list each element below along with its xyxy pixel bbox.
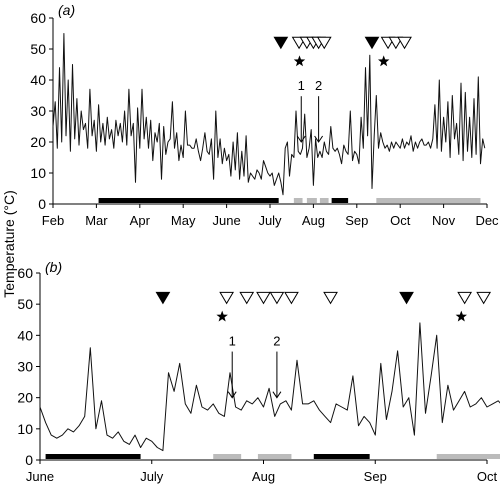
open-triangle-marker bbox=[219, 291, 234, 305]
filled-triangle-marker bbox=[273, 36, 289, 50]
annotation-label: 1 bbox=[298, 78, 305, 93]
annotation-arrowhead bbox=[272, 391, 282, 399]
star-marker bbox=[455, 310, 467, 322]
x-tick-label: July bbox=[140, 469, 164, 484]
open-triangle-marker bbox=[457, 291, 473, 305]
x-tick-label: June bbox=[212, 213, 240, 228]
y-tick-label: 20 bbox=[30, 134, 46, 150]
period-bar-gray bbox=[293, 198, 303, 203]
y-tick-label: 50 bbox=[30, 41, 46, 57]
period-bar-black bbox=[98, 198, 279, 203]
x-tick-label: Mar bbox=[85, 213, 108, 228]
period-bar-black bbox=[45, 454, 141, 459]
y-tick-label: 50 bbox=[17, 296, 33, 312]
x-tick-label: Aug bbox=[252, 469, 275, 484]
star-marker bbox=[216, 310, 228, 322]
y-tick-label: 30 bbox=[17, 359, 33, 375]
annotation-label: 2 bbox=[315, 78, 322, 93]
open-triangle-marker bbox=[239, 291, 255, 305]
x-tick-label: Apr bbox=[130, 213, 151, 228]
filled-triangle-marker bbox=[364, 36, 380, 50]
x-tick-label: Sep bbox=[345, 213, 368, 228]
period-bar-gray bbox=[376, 198, 481, 203]
y-tick-label: 30 bbox=[30, 103, 46, 119]
annotation-arrowhead bbox=[296, 135, 306, 143]
panel-label: (b) bbox=[45, 259, 62, 275]
open-triangle-marker bbox=[316, 36, 332, 50]
annotation-arrowhead bbox=[314, 135, 324, 143]
x-tick-label: Dec bbox=[475, 213, 499, 228]
x-tick-label: Nov bbox=[432, 213, 456, 228]
period-bar-gray bbox=[319, 198, 329, 203]
annotation-label: 2 bbox=[273, 334, 280, 349]
temperature-series-line bbox=[39, 322, 500, 452]
open-triangle-marker bbox=[284, 291, 299, 305]
open-triangle-marker bbox=[476, 291, 492, 305]
period-bar-gray bbox=[257, 454, 292, 459]
y-tick-label: 40 bbox=[17, 327, 33, 343]
x-tick-label: Oct bbox=[477, 469, 498, 484]
period-bar-gray bbox=[213, 454, 242, 459]
annotation-arrowhead bbox=[227, 391, 237, 399]
panel-b: 0 10 20 30 40 50 60 June July Aug Sep Oct (b) 1 2 bbox=[17, 259, 500, 484]
panel-a: 0 10 20 30 40 50 60 Feb Mar Apr May June July Aug Sep O… bbox=[30, 2, 499, 228]
y-tick-label: 10 bbox=[17, 421, 33, 437]
x-tick-label: Oct bbox=[390, 213, 411, 228]
filled-triangle-marker bbox=[155, 291, 171, 305]
open-triangle-marker bbox=[256, 291, 271, 305]
x-tick-label: June bbox=[26, 469, 54, 484]
x-tick-label: Feb bbox=[42, 213, 64, 228]
period-bar-black bbox=[313, 454, 370, 459]
star-marker bbox=[293, 55, 306, 67]
y-axis-label: Temperature (°C) bbox=[1, 190, 17, 298]
period-bar-gray bbox=[436, 454, 500, 459]
open-triangle-marker bbox=[269, 291, 285, 305]
x-tick-label: Aug bbox=[302, 213, 325, 228]
y-tick-label: 20 bbox=[17, 390, 33, 406]
y-tick-label: 60 bbox=[17, 265, 33, 281]
temperature-series-line bbox=[52, 33, 486, 196]
period-bar-gray bbox=[306, 198, 317, 203]
panel-label: (a) bbox=[58, 2, 75, 18]
star-marker bbox=[378, 55, 390, 67]
y-tick-label: 40 bbox=[30, 72, 46, 88]
open-triangle-marker bbox=[397, 36, 412, 50]
period-bar-black bbox=[331, 198, 349, 203]
x-tick-label: Sep bbox=[364, 469, 387, 484]
x-tick-label: July bbox=[258, 213, 282, 228]
y-tick-label: 0 bbox=[38, 196, 46, 212]
open-triangle-marker bbox=[323, 291, 338, 305]
y-tick-label: 0 bbox=[25, 452, 33, 468]
annotation-label: 1 bbox=[229, 334, 236, 349]
x-tick-label: May bbox=[171, 213, 196, 228]
filled-triangle-marker bbox=[399, 291, 414, 305]
y-tick-label: 60 bbox=[30, 10, 46, 26]
y-tick-label: 10 bbox=[30, 165, 46, 181]
